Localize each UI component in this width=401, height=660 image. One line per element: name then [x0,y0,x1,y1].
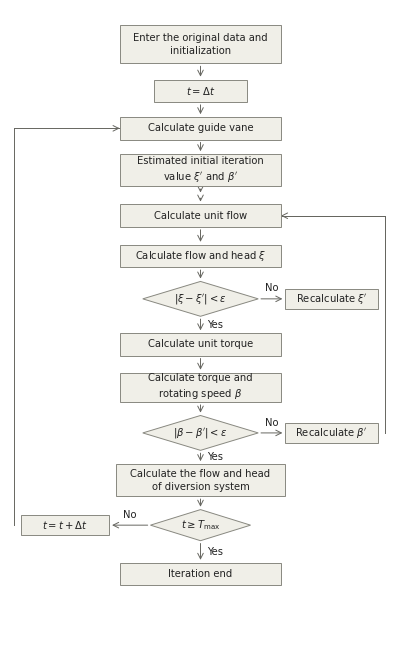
FancyBboxPatch shape [21,515,109,535]
FancyBboxPatch shape [119,205,282,227]
FancyBboxPatch shape [119,245,282,267]
FancyBboxPatch shape [116,464,285,496]
Text: Yes: Yes [207,452,223,462]
Text: Calculate guide vane: Calculate guide vane [148,123,253,133]
Text: Yes: Yes [207,319,223,330]
Text: Iteration end: Iteration end [168,569,233,579]
Text: Calculate flow and head $\xi$: Calculate flow and head $\xi$ [135,249,266,263]
Polygon shape [143,416,258,450]
Text: Yes: Yes [207,546,223,556]
Text: Calculate unit torque: Calculate unit torque [148,339,253,349]
Text: Recalculate $\xi'$: Recalculate $\xi'$ [296,292,367,306]
FancyBboxPatch shape [285,423,378,443]
FancyBboxPatch shape [154,79,247,102]
Text: No: No [265,284,278,294]
FancyBboxPatch shape [119,563,282,585]
Text: $t = \Delta t$: $t = \Delta t$ [186,84,215,97]
Text: Enter the original data and
initialization: Enter the original data and initializati… [133,32,268,55]
FancyBboxPatch shape [285,288,378,309]
FancyBboxPatch shape [119,117,282,140]
Polygon shape [143,281,258,316]
Text: Calculate the flow and head
of diversion system: Calculate the flow and head of diversion… [130,469,271,492]
Text: $|\beta - \beta'| < \varepsilon$: $|\beta - \beta'| < \varepsilon$ [174,426,227,440]
Text: No: No [265,418,278,428]
FancyBboxPatch shape [119,25,282,63]
Text: $t = t + \Delta t$: $t = t + \Delta t$ [42,519,88,531]
Text: $|\xi - \xi'| < \varepsilon$: $|\xi - \xi'| < \varepsilon$ [174,292,227,306]
Polygon shape [150,510,251,541]
Text: Recalculate $\beta'$: Recalculate $\beta'$ [295,426,368,440]
FancyBboxPatch shape [119,333,282,356]
FancyBboxPatch shape [119,154,282,186]
Text: Estimated initial iteration
value $\xi'$ and $\beta'$: Estimated initial iteration value $\xi'$… [137,156,264,184]
Text: No: No [123,510,137,520]
FancyBboxPatch shape [119,373,282,402]
Text: Calculate torque and
rotating speed $\beta$: Calculate torque and rotating speed $\be… [148,374,253,401]
Text: Calculate unit flow: Calculate unit flow [154,211,247,220]
Text: $t \geq T_{\max}$: $t \geq T_{\max}$ [181,518,220,532]
